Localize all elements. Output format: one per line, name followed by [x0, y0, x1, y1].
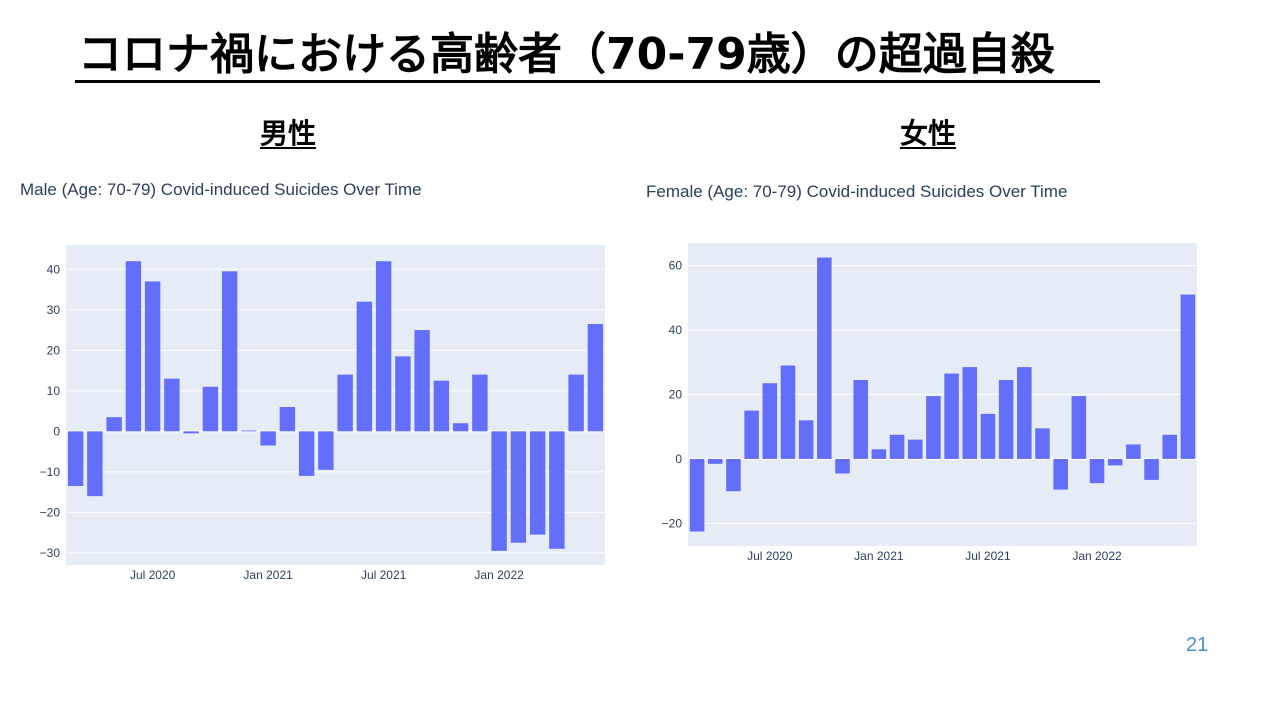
- bar: [452, 423, 469, 432]
- bar: [798, 420, 814, 459]
- bar: [87, 431, 103, 497]
- x-tick-label: Jan 2021: [854, 549, 904, 563]
- bar: [183, 431, 199, 434]
- bar: [762, 383, 778, 459]
- y-tick-label: 30: [47, 303, 61, 317]
- x-tick-label: Jan 2022: [474, 568, 524, 582]
- y-tick-label: 0: [53, 424, 60, 438]
- bar: [817, 257, 832, 459]
- bar: [1035, 428, 1050, 459]
- bar: [780, 365, 796, 459]
- x-tick-label: Jul 2020: [747, 549, 793, 563]
- y-tick-label: −10: [40, 465, 61, 479]
- y-tick-label: 10: [47, 384, 61, 398]
- bar: [241, 430, 257, 432]
- bar: [337, 374, 353, 432]
- bar: [529, 431, 546, 535]
- bar: [67, 431, 84, 487]
- bar: [414, 330, 430, 432]
- y-tick-label: −20: [662, 516, 683, 530]
- bar: [871, 449, 887, 459]
- y-tick-label: 20: [669, 388, 683, 402]
- x-tick-label: Jul 2021: [361, 568, 407, 582]
- x-tick-label: Jan 2021: [243, 568, 293, 582]
- bar: [1144, 458, 1159, 480]
- bar: [279, 407, 296, 432]
- bar: [1180, 294, 1196, 459]
- page-number: 21: [1186, 634, 1209, 656]
- bar: [125, 261, 142, 432]
- bar: [472, 374, 488, 432]
- y-tick-label: −30: [40, 546, 61, 560]
- bar: [998, 379, 1014, 459]
- bar: [356, 301, 373, 432]
- bar: [433, 380, 450, 432]
- bar: [889, 434, 905, 459]
- bar: [853, 379, 868, 459]
- heading-male: 男性: [260, 117, 317, 150]
- bar: [1017, 367, 1032, 459]
- bar: [907, 439, 923, 459]
- x-tick-label: Jul 2020: [130, 568, 176, 582]
- bar: [835, 458, 850, 474]
- bar: [298, 431, 315, 476]
- y-tick-label: 60: [669, 259, 683, 273]
- bar: [164, 378, 180, 432]
- female-chart-title: Female (Age: 70-79) Covid-induced Suicid…: [646, 182, 1068, 201]
- y-tick-label: 40: [669, 323, 683, 337]
- bar: [221, 271, 238, 432]
- bar: [260, 431, 276, 446]
- heading-female: 女性: [900, 117, 957, 150]
- bar: [144, 281, 161, 432]
- bar: [707, 458, 723, 464]
- bar: [491, 431, 507, 551]
- bar: [689, 458, 705, 532]
- bar: [744, 410, 759, 459]
- bar: [1162, 434, 1178, 459]
- x-tick-label: Jan 2022: [1072, 549, 1122, 563]
- bar: [926, 396, 941, 459]
- male-chart-title: Male (Age: 70-79) Covid-induced Suicides…: [20, 180, 422, 199]
- bar: [375, 261, 392, 432]
- bar: [106, 417, 122, 432]
- bar: [549, 431, 565, 549]
- bar: [1107, 458, 1123, 466]
- bar: [726, 458, 741, 492]
- y-tick-label: −20: [40, 505, 61, 519]
- bar: [980, 413, 996, 459]
- y-tick-label: 0: [675, 452, 682, 466]
- bar: [1053, 458, 1068, 490]
- bar: [962, 367, 978, 459]
- bar: [1126, 444, 1141, 459]
- x-tick-label: Jul 2021: [965, 549, 1011, 563]
- bar: [1071, 396, 1087, 459]
- y-tick-label: 20: [47, 343, 61, 357]
- bar: [587, 323, 604, 432]
- bar: [318, 431, 334, 470]
- bar: [395, 356, 411, 432]
- bar: [202, 386, 219, 432]
- slide-title: コロナ禍における高齢者（70-79歳）の超過自殺: [78, 29, 1055, 80]
- bar: [568, 374, 584, 432]
- title-underline: [75, 80, 1100, 83]
- bar: [1089, 458, 1105, 484]
- y-tick-label: 40: [47, 262, 61, 276]
- bar: [510, 431, 527, 543]
- bar: [944, 373, 959, 459]
